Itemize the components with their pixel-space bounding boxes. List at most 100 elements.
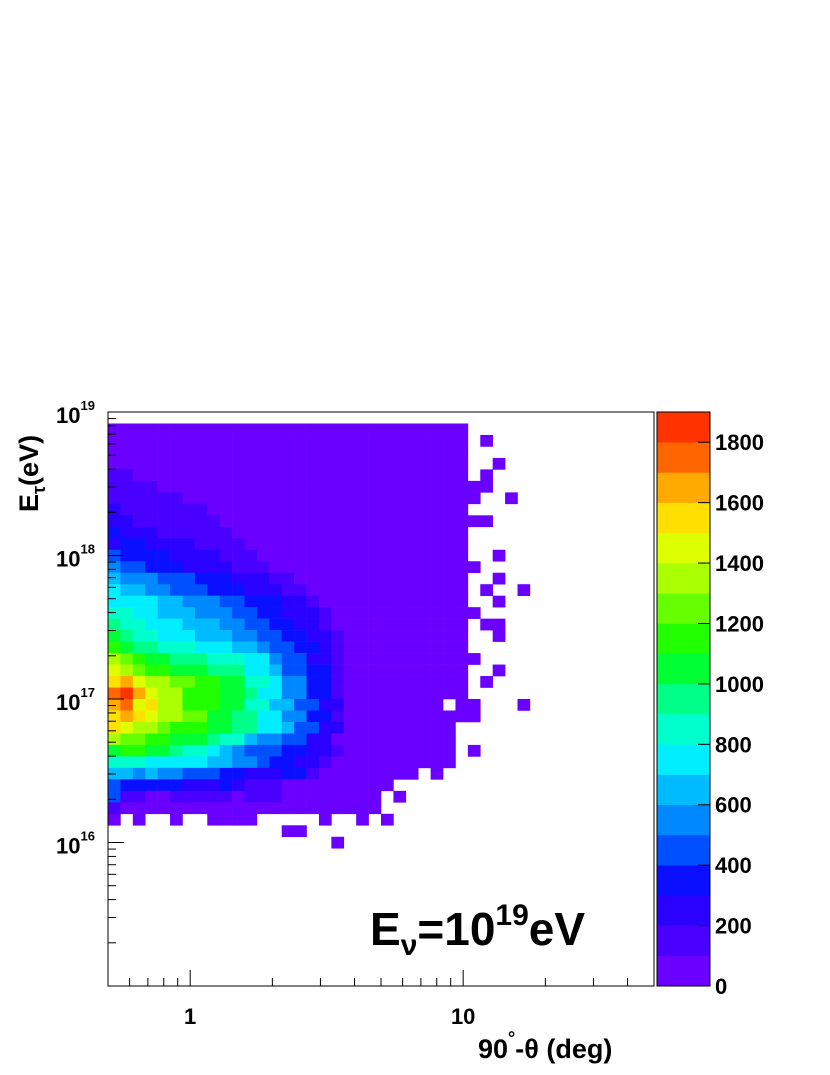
cell [318,802,332,815]
cell [318,515,332,528]
cell [356,457,369,470]
cell [132,607,146,619]
cell [194,641,208,654]
cell [132,653,146,665]
color-band [657,744,710,775]
cell [219,480,233,493]
cell [281,538,295,551]
cell [381,526,394,539]
cell [145,595,158,608]
x-tick-label: 10 [451,1004,475,1029]
cell [170,813,183,826]
cell [368,664,382,677]
color-band [657,925,710,957]
cell [182,607,196,619]
cell [219,676,233,688]
cell [244,744,258,757]
cell [443,572,456,585]
cell [318,744,332,757]
cell [318,779,332,792]
cell [219,549,233,562]
cell [194,756,208,769]
cell [294,423,307,436]
cell [244,469,258,482]
cell [269,744,283,757]
cell [145,584,158,596]
cell [182,492,196,505]
cell [244,710,258,723]
cell [244,767,258,780]
cell [418,618,431,631]
cell [269,733,283,746]
cell [256,503,270,516]
cells [108,423,531,849]
cell [194,595,208,608]
annotation-sub: ν [401,929,418,962]
cell [269,756,283,769]
cell [443,618,456,631]
cell [232,584,245,596]
cell [331,526,345,539]
cell [120,733,134,746]
cell [405,710,419,723]
cell [443,710,456,723]
cell [120,480,134,493]
cell [430,676,444,688]
cell [182,687,196,700]
cell [430,756,444,769]
cell [368,756,382,769]
cell [219,756,233,769]
cell [368,779,382,792]
cell [170,687,183,700]
cell [232,492,245,505]
cell [182,423,196,436]
color-band [657,442,710,473]
cell [368,618,382,631]
cell [244,813,258,826]
cell [455,469,469,482]
cell [331,480,345,493]
cell [145,492,158,505]
cell [306,480,320,493]
cell [219,607,233,619]
cell [182,538,196,551]
cell [269,676,283,688]
cell [256,526,270,539]
cell [281,595,295,608]
cell [405,721,419,734]
cell [356,813,369,826]
cell [356,595,369,608]
cell [194,802,208,815]
cell [256,434,270,447]
cell [132,756,146,769]
cell [108,423,121,436]
cell [418,744,431,757]
cell [269,446,283,459]
cell [244,434,258,447]
cell [356,802,369,815]
cell [318,756,332,769]
cell [170,584,183,596]
cell [281,457,295,470]
cell [219,457,233,470]
cell [306,492,320,505]
cell [418,446,431,459]
cell [368,721,382,734]
cell [281,607,295,619]
cell [331,836,345,849]
cell [219,802,233,815]
cell [443,595,456,608]
cell [368,584,382,596]
cell [194,653,208,665]
cell [356,618,369,631]
cell [368,595,382,608]
x-tick-label: 1 [184,1004,196,1029]
y-title-main: E [14,494,44,512]
cell [294,687,307,700]
cell [145,653,158,665]
cell [381,607,394,619]
cell [393,664,407,677]
cell [393,515,407,528]
cell [294,641,307,654]
cell [269,538,283,551]
